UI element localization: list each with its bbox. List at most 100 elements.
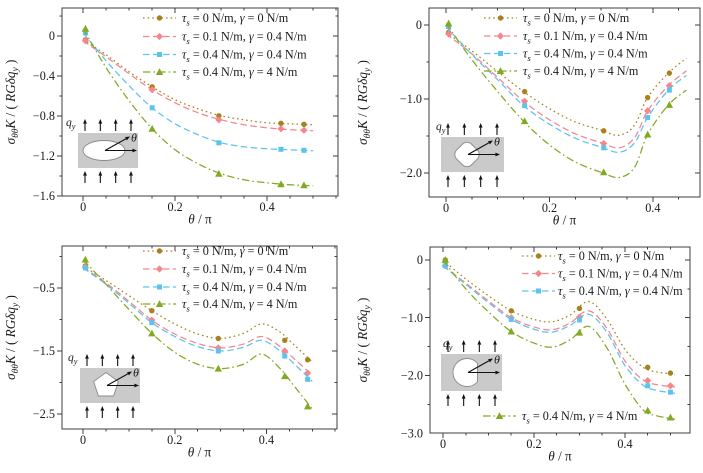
legend-entry-tau-0-gamma-0: τs = 0 N/m, γ = 0 N/m [522, 249, 665, 265]
y-tick-label: −1.0 [400, 92, 422, 106]
theta-label: θ [494, 135, 500, 149]
series-markers-tau-0.4-gamma-0.4 [82, 265, 311, 382]
chart-bottom-left: 0 0.2 0.4 −0.5 −1.5 −2.5 θ / π σθθK / ( RGδqy )… [0, 236, 352, 473]
load-arrows [446, 123, 499, 187]
y-tick-label: −1.0 [401, 311, 423, 325]
inset-diagram: qy θ [66, 117, 138, 183]
legend-entry-tau-0.4-gamma-0.4: τs = 0.4 N/m, γ = 0.4 N/m [143, 280, 307, 296]
axis-ticks [424, 8, 700, 202]
plot-frame [61, 7, 339, 197]
legend-entry-tau-0-gamma-0: τs = 0 N/m, γ = 0 N/m [484, 11, 630, 27]
y-tick-label: −2.5 [33, 407, 55, 421]
y-tick-labels: 0 −0.4 −0.8 −1.2 −1.6 [33, 29, 55, 203]
series-line-tau-0.4-gamma-4 [82, 28, 314, 187]
y-tick-label: −1.5 [33, 344, 55, 358]
series-line-tau-0.4-gamma-4 [442, 259, 676, 420]
legend-entry-tau-0.4-gamma-4: τs = 0.4 N/m, γ = 4 N/m [484, 64, 639, 80]
y-axis-label: σθθK / ( RGδqy ) [355, 298, 373, 383]
hole-shape-rounded-square [454, 141, 480, 168]
series-line-tau-0.4-gamma-0.4 [82, 32, 314, 152]
y-tick-label: −2.0 [401, 369, 423, 383]
series-markers-tau-0.4-gamma-4 [81, 24, 308, 189]
x-axis-label: θ / π [188, 445, 212, 460]
x-axis-label: θ / π [553, 213, 577, 228]
plot-frame [428, 7, 701, 198]
qy-load-label: qy [436, 121, 446, 135]
qy-load-label: qy [66, 117, 76, 131]
x-tick-label: 0.4 [617, 437, 632, 451]
x-tick-label: 0.4 [260, 200, 275, 214]
x-tick-labels: 0 0.2 0.4 [80, 200, 275, 214]
series-line-tau-0.4-gamma-4 [82, 259, 313, 410]
qy-load-label: qy [443, 338, 453, 352]
series-markers-tau-0.1-gamma-0.4 [81, 37, 308, 134]
theta-label: θ [494, 353, 500, 367]
series-line-tau-0.4-gamma-0.4 [442, 265, 676, 394]
x-axis-label: θ / π [188, 212, 212, 227]
series-line-tau-0-gamma-0 [445, 31, 687, 137]
y-tick-labels: 0 −1.0 −2.0 −3.0 [401, 253, 423, 440]
x-tick-label: 0.2 [167, 433, 182, 447]
legend-label: τs = 0 N/m, γ = 0 N/m [182, 11, 289, 27]
y-tick-label: 0 [49, 29, 55, 43]
theta-label: θ [133, 366, 139, 380]
series-markers-tau-0.4-gamma-4 [444, 19, 674, 176]
legend-entry-tau-0.4-gamma-4: τs = 0.4 N/m, γ = 4 N/m [143, 65, 298, 81]
plot-bottom-right: 0 0.2 0.4 0 −1.0 −2.0 −3.0 θ / π σθθK / ( RGδqy … [355, 246, 691, 464]
y-tick-labels: 0 −1.0 −2.0 [400, 18, 422, 180]
legend-entry-tau-0-gamma-0: τs = 0 N/m, γ = 0 N/m [143, 11, 289, 27]
series-line-tau-0.1-gamma-0.4 [445, 33, 687, 149]
legend-entry-tau-0.4-gamma-0.4: τs = 0.4 N/m, γ = 0.4 N/m [143, 48, 307, 64]
series-line-tau-0.4-gamma-0.4 [82, 267, 313, 382]
axis-ticks [57, 8, 338, 201]
chart-top-right: 0 0.2 0.4 0 −1.0 −2.0 θ / π σθθK / ( RGδqy ) τs … [352, 0, 703, 236]
legend-entry-tau-0.4-gamma-4: τs = 0.4 N/m, γ = 4 N/m [483, 409, 638, 425]
y-tick-label: 0 [416, 18, 422, 32]
x-tick-label: 0 [80, 433, 86, 447]
legend-label: τs = 0.4 N/m, γ = 0.4 N/m [523, 47, 648, 63]
series-line-tau-0.4-gamma-0.4 [445, 26, 687, 154]
series-line-tau-0-gamma-0 [442, 259, 676, 375]
inset-diagram: qy θ [68, 352, 140, 418]
x-tick-labels: 0 0.2 0.4 [440, 437, 633, 451]
axis-ticks [425, 247, 690, 438]
plot-frame [429, 246, 691, 434]
legend-entry-tau-0.1-gamma-0.4: τs = 0.1 N/m, γ = 0.4 N/m [522, 267, 683, 283]
x-tick-label: 0.2 [526, 437, 541, 451]
y-tick-label: −0.4 [33, 69, 55, 83]
x-tick-labels: 0 0.2 0.4 [80, 433, 274, 447]
x-axis-label: θ / π [548, 449, 572, 464]
legend-entry-tau-0.1-gamma-0.4: τs = 0.1 N/m, γ = 0.4 N/m [143, 30, 307, 46]
y-tick-labels: −0.5 −1.5 −2.5 [33, 281, 55, 421]
load-arrows [83, 119, 133, 183]
y-axis-label: σθθK / ( RGδqy ) [3, 295, 21, 380]
y-axis-label: σθθK / ( RGδqy ) [355, 60, 373, 145]
series-markers-tau-0.4-gamma-4 [81, 255, 312, 410]
series-line-tau-0-gamma-0 [82, 39, 314, 126]
theta-angle-annotation: θ [106, 366, 139, 388]
series-markers-tau-0.4-gamma-0.4 [442, 263, 673, 395]
x-tick-label: 0.4 [645, 201, 660, 215]
chart-top-left: 0 0.2 0.4 0 −0.4 −0.8 −1.2 −1.6 θ / π σθθK / ( RG… [0, 0, 352, 236]
legend-label: τs = 0.4 N/m, γ = 0.4 N/m [558, 284, 683, 300]
legend-label: τs = 0 N/m, γ = 0 N/m [182, 244, 289, 260]
plot-top-left: 0 0.2 0.4 0 −0.4 −0.8 −1.2 −1.6 θ / π σθθK / ( RG… [3, 7, 339, 227]
legend-entry-tau-0.4-gamma-0.4: τs = 0.4 N/m, γ = 0.4 N/m [522, 284, 683, 300]
load-arrows [85, 354, 135, 418]
x-tick-label: 0.4 [259, 433, 274, 447]
legend-label: τs = 0.4 N/m, γ = 0.4 N/m [182, 280, 307, 296]
legend-label: τs = 0 N/m, γ = 0 N/m [523, 11, 630, 27]
inset-diagram: qy θ [441, 338, 502, 406]
series-line-tau-0.1-gamma-0.4 [82, 40, 314, 132]
series-markers-tau-0.1-gamma-0.4 [445, 30, 673, 148]
legend-label: τs = 0.1 N/m, γ = 0.4 N/m [182, 30, 307, 46]
legend-label: τs = 0.1 N/m, γ = 0.4 N/m [182, 262, 307, 278]
series-markers-tau-0.4-gamma-4 [441, 256, 675, 421]
legend-label: τs = 0.4 N/m, γ = 4 N/m [182, 297, 298, 313]
y-axis-label: σθθK / ( RGδqy ) [3, 60, 21, 145]
legend-entry-tau-0.1-gamma-0.4: τs = 0.1 N/m, γ = 0.4 N/m [484, 29, 648, 45]
legend-entry-tau-0-gamma-0: τs = 0 N/m, γ = 0 N/m [143, 244, 289, 260]
hole-shape-flat-circle [452, 358, 478, 387]
x-tick-label: 0.2 [542, 201, 557, 215]
